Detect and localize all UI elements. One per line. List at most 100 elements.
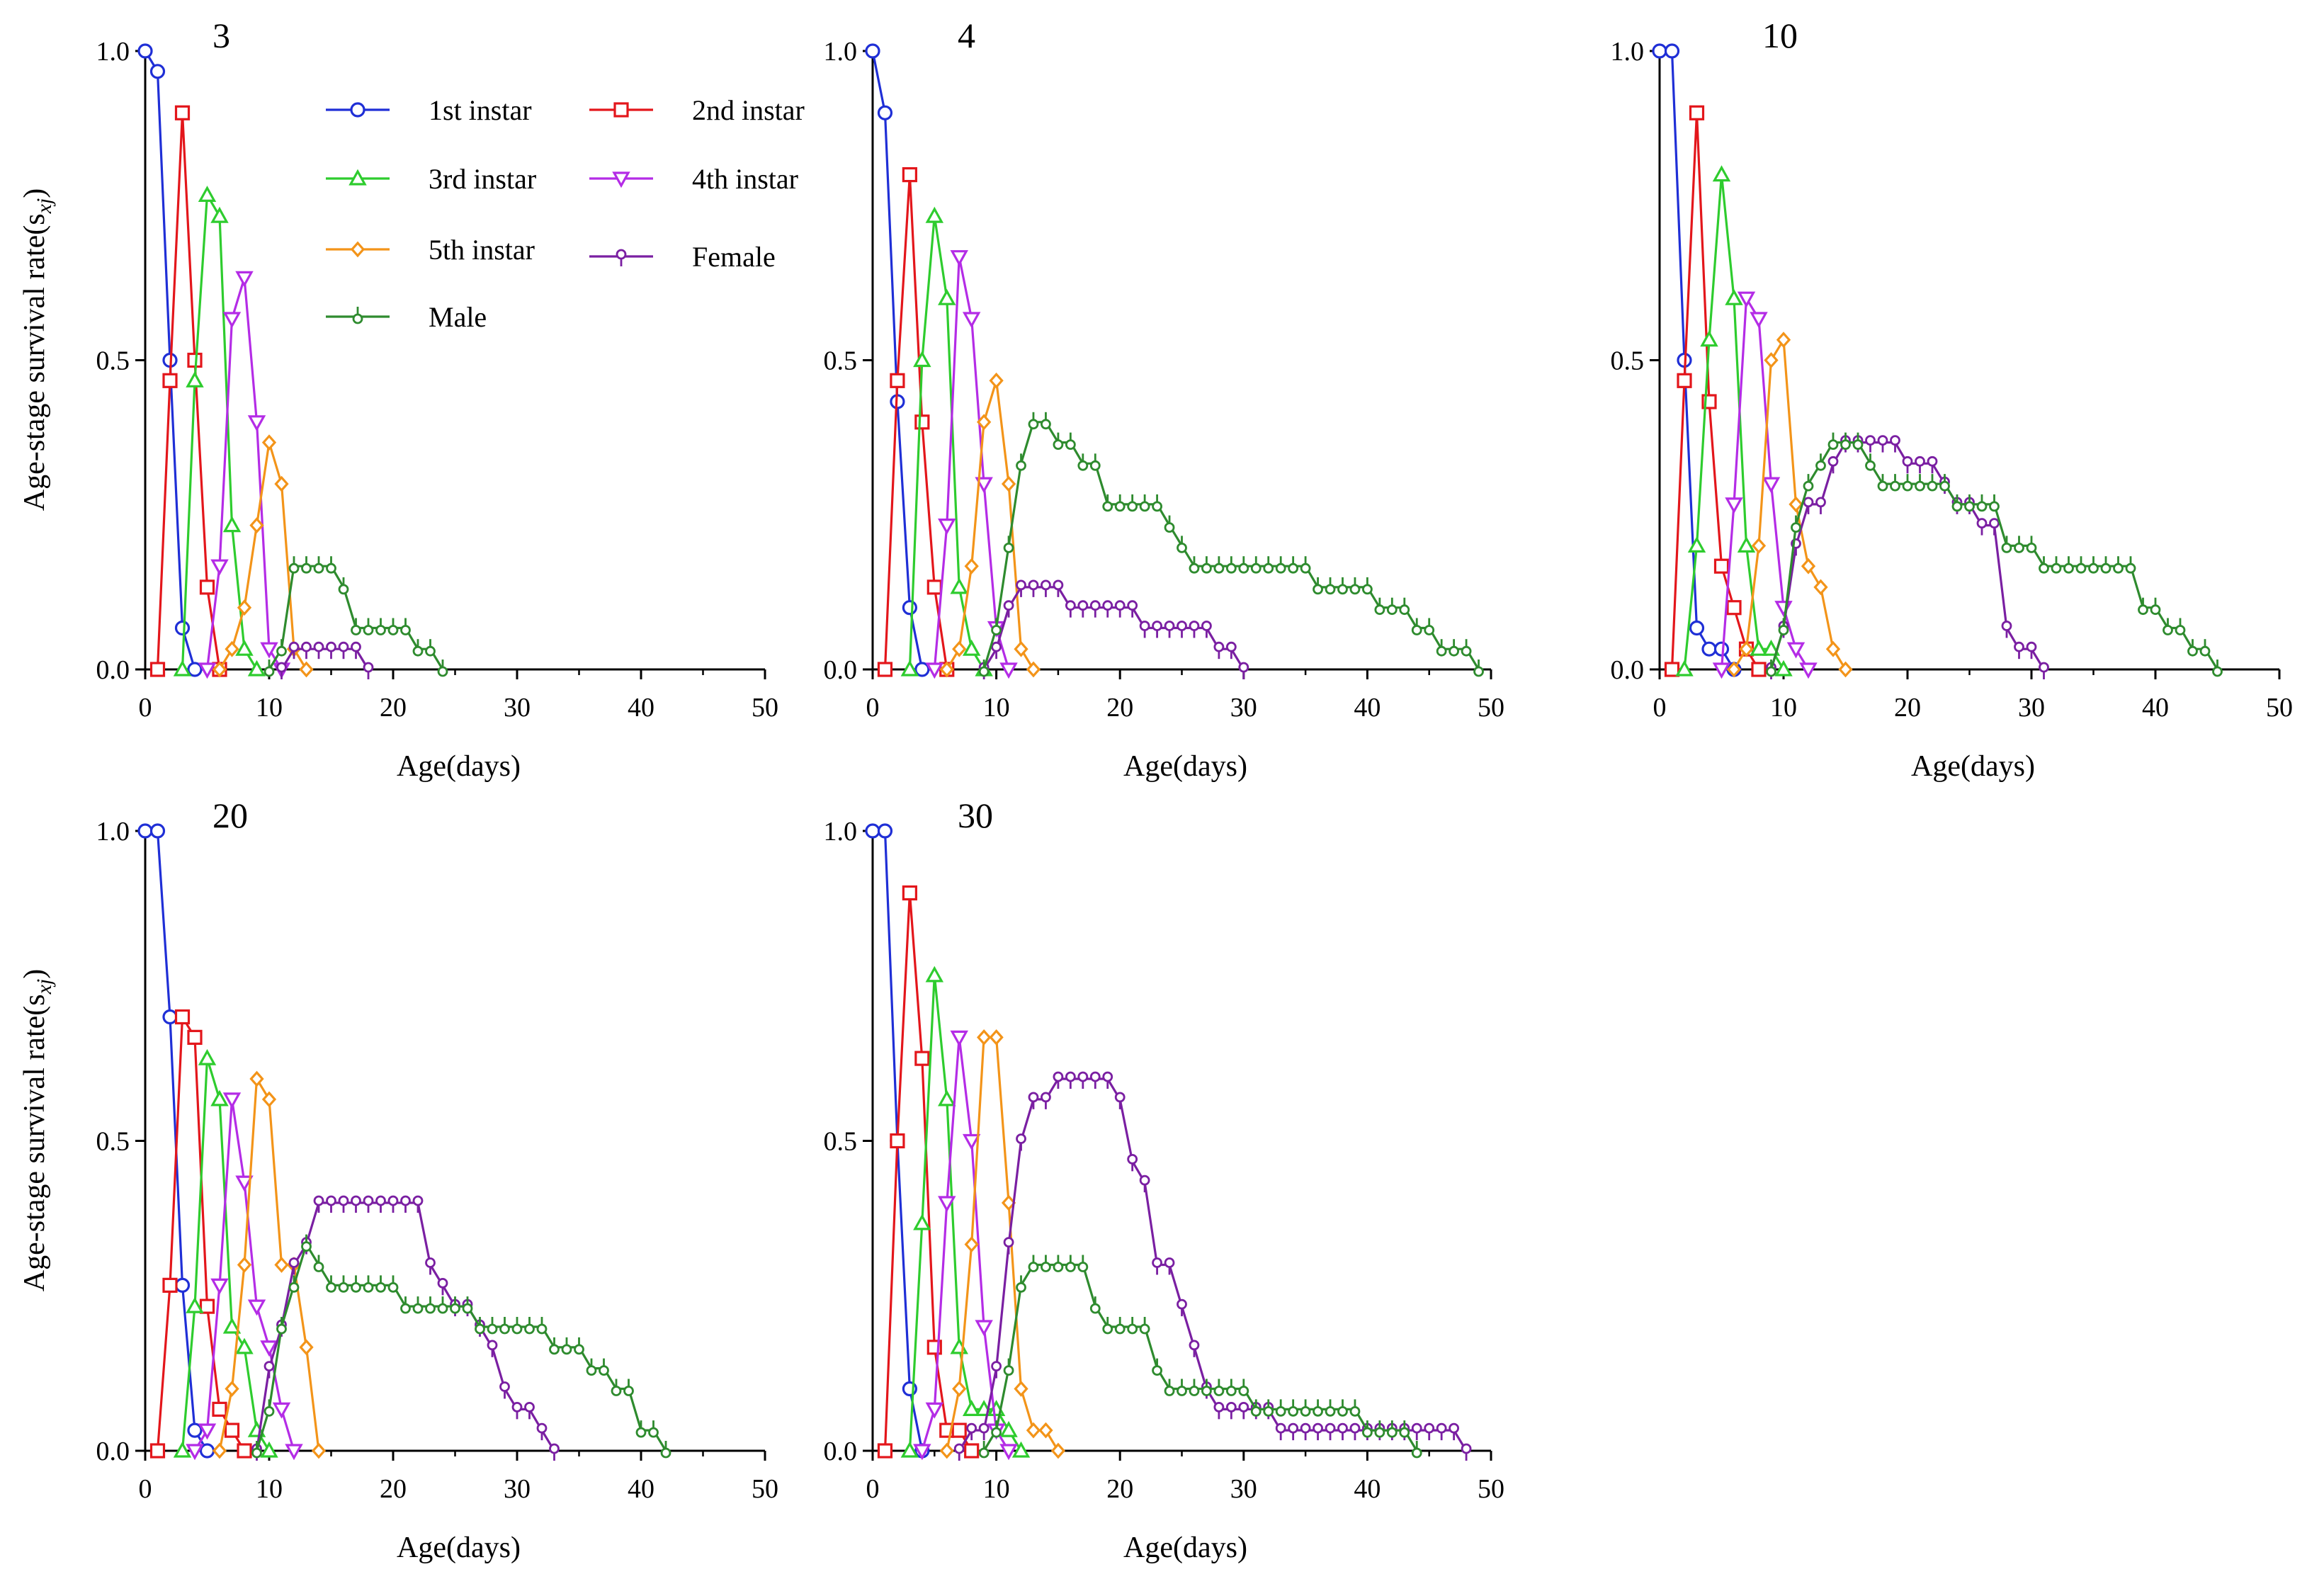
data-point (351, 618, 361, 635)
series-3rd-instar (173, 186, 266, 677)
data-point (174, 1009, 191, 1025)
data-point (1789, 496, 1803, 513)
data-point (1213, 641, 1225, 660)
data-point (1213, 1379, 1225, 1396)
panel-title: 4 (958, 16, 975, 55)
x-tick-label: 20 (1106, 1474, 1133, 1504)
data-point (1725, 288, 1743, 305)
data-point (991, 618, 1002, 635)
y-tick-label: 1.0 (96, 817, 130, 847)
data-point (1065, 1255, 1076, 1272)
data-point (1102, 600, 1113, 618)
data-point (1776, 332, 1791, 349)
series-3rd-instar (900, 206, 993, 677)
y-tick-label: 0.0 (1611, 655, 1645, 685)
data-point (1813, 579, 1828, 596)
data-point (1815, 497, 1826, 514)
x-tick-label: 0 (139, 693, 152, 723)
data-point (425, 639, 436, 657)
data-point (999, 1444, 1018, 1461)
series-male (251, 1234, 671, 1459)
data-point (375, 1275, 386, 1293)
series-line (908, 215, 985, 670)
data-point (1399, 597, 1410, 616)
data-point (865, 43, 880, 59)
data-point (1865, 435, 1876, 453)
series-line (1683, 174, 1785, 670)
data-point (1041, 579, 1051, 597)
data-point (1313, 577, 1323, 595)
panel-30: 0 10 20 30 40 50 0.0 0.5 1.0 Age(days) 30 (824, 796, 1505, 1564)
data-point (1976, 494, 1988, 512)
data-point (1473, 660, 1484, 677)
data-point (978, 1441, 990, 1459)
data-point (1726, 661, 1742, 678)
y-tick-label: 0.5 (96, 346, 130, 376)
data-point (425, 1257, 436, 1275)
data-point (926, 579, 942, 595)
x-tick-label: 0 (1653, 693, 1667, 723)
data-point (351, 1275, 361, 1293)
data-point (1989, 518, 2000, 536)
data-point (648, 1420, 659, 1438)
data-point (1411, 1422, 1422, 1441)
series-5th-instar (939, 1029, 1066, 1459)
data-point (561, 1337, 572, 1355)
series-3rd-instar (173, 1048, 278, 1458)
data-point (524, 1401, 535, 1420)
data-point (1762, 639, 1781, 656)
y-tick-label: 0.5 (824, 1127, 858, 1157)
data-point (1250, 556, 1262, 574)
data-point (1852, 432, 1864, 451)
data-point (964, 1236, 979, 1253)
data-point (1213, 1401, 1225, 1420)
data-point (1750, 312, 1768, 329)
data-point (925, 206, 944, 223)
data-point (2100, 556, 2112, 574)
data-point (914, 1051, 930, 1066)
data-point (536, 1317, 548, 1335)
legend-marker (612, 171, 630, 188)
legend-marker (350, 102, 365, 118)
data-point (212, 661, 227, 678)
x-tick-label: 50 (2266, 693, 2293, 723)
data-point (1399, 1420, 1410, 1438)
data-point (1865, 453, 1876, 471)
data-point (1028, 412, 1039, 430)
data-point (338, 1275, 349, 1293)
panel-title: 20 (212, 796, 248, 835)
data-point (1077, 600, 1089, 618)
series-2nd-instar (1664, 105, 1767, 677)
y-tick-label: 0.5 (1611, 346, 1645, 376)
data-point (536, 1422, 548, 1441)
data-point (274, 1257, 289, 1273)
data-point (975, 1320, 993, 1337)
data-point (487, 1340, 498, 1357)
data-point (978, 660, 990, 677)
data-point (375, 1195, 386, 1213)
data-point (1726, 600, 1742, 616)
data-point (387, 1195, 399, 1213)
data-point (1778, 618, 1789, 635)
series-female (1766, 435, 2049, 679)
data-point (1313, 1422, 1323, 1441)
data-point (999, 1420, 1018, 1437)
series-line (982, 586, 1245, 670)
data-point (1152, 1358, 1162, 1376)
data-point (235, 639, 254, 656)
data-point (2026, 641, 2037, 660)
data-point (1337, 577, 1348, 595)
series-line (908, 974, 1022, 1451)
data-point (272, 1402, 291, 1419)
data-point (174, 620, 191, 636)
series-line (871, 50, 924, 670)
data-point (2051, 556, 2062, 574)
data-point (437, 1296, 448, 1314)
x-tick-label: 20 (380, 693, 407, 723)
data-point (1877, 435, 1888, 453)
data-point (1737, 291, 1756, 308)
data-point (902, 167, 917, 183)
data-point (1890, 435, 1900, 453)
x-tick-label: 40 (628, 1474, 654, 1504)
data-point (1915, 455, 1925, 474)
